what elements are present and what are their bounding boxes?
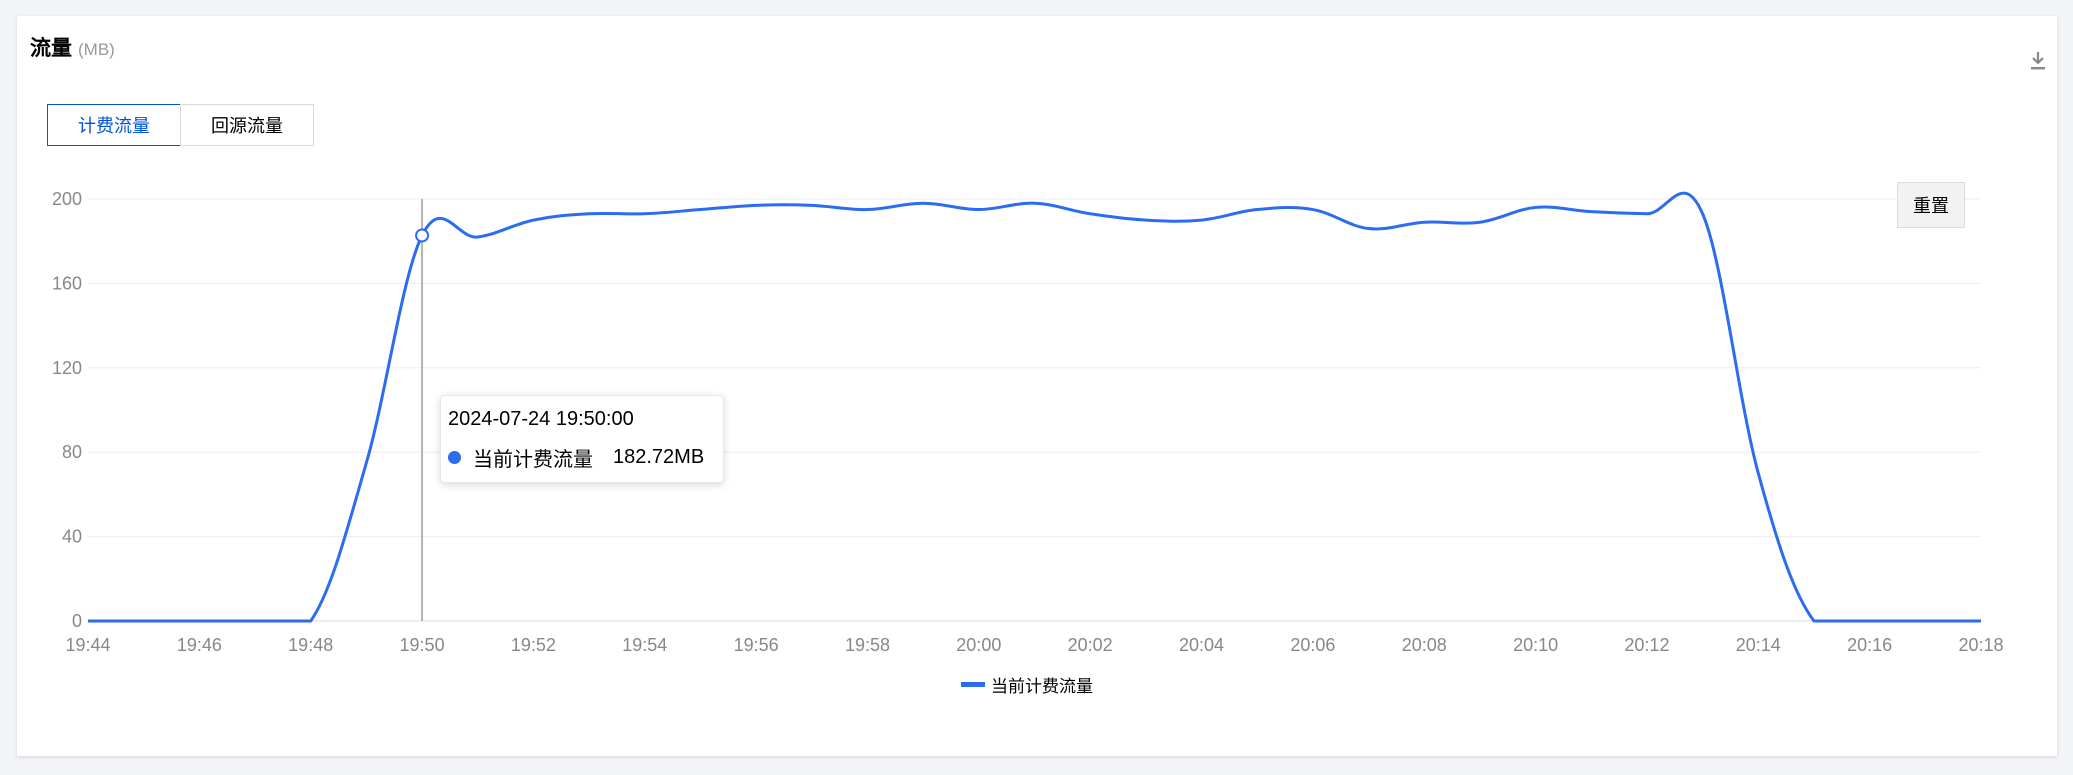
x-tick-label: 20:18	[1958, 635, 2003, 655]
page-title: 流量 (MB)	[30, 32, 115, 62]
y-tick-label: 0	[72, 611, 82, 631]
chart-legend[interactable]: 当前计费流量	[961, 672, 1093, 697]
x-tick-label: 20:08	[1402, 635, 1447, 655]
x-tick-label: 20:00	[956, 635, 1001, 655]
tooltip-series-dot	[448, 451, 461, 464]
traffic-card	[17, 16, 2057, 756]
y-tick-label: 200	[52, 189, 82, 209]
x-tick-label: 19:50	[400, 635, 445, 655]
x-tick-label: 19:48	[288, 635, 333, 655]
x-tick-label: 20:10	[1513, 635, 1558, 655]
tooltip-row: 当前计费流量 182.72MB	[448, 443, 716, 472]
legend-swatch	[961, 682, 985, 687]
series-line	[88, 191, 1981, 623]
title-unit: (MB)	[78, 40, 115, 59]
x-tick-label: 20:04	[1179, 635, 1224, 655]
tooltip-series-name: 当前计费流量	[473, 449, 593, 471]
tab-group: 计费流量 回源流量	[47, 104, 314, 146]
download-icon[interactable]	[2029, 50, 2047, 72]
x-tick-label: 19:56	[734, 635, 779, 655]
x-tick-label: 19:58	[845, 635, 890, 655]
x-tick-label: 19:46	[177, 635, 222, 655]
y-tick-label: 80	[62, 442, 82, 462]
highlight-point	[415, 228, 430, 243]
reset-zoom-button[interactable]: 重置	[1897, 182, 1965, 228]
x-tick-label: 20:02	[1068, 635, 1113, 655]
chart-tooltip: 2024-07-24 19:50:00 当前计费流量 182.72MB	[440, 395, 724, 483]
y-tick-label: 160	[52, 273, 82, 293]
x-tick-label: 20:16	[1847, 635, 1892, 655]
x-tick-label: 20:06	[1290, 635, 1335, 655]
x-tick-label: 19:52	[511, 635, 556, 655]
title-text: 流量	[30, 37, 72, 60]
tab-origin-traffic[interactable]: 回源流量	[180, 104, 314, 146]
x-tick-label: 20:14	[1736, 635, 1781, 655]
tooltip-value: 182.72MB	[613, 446, 705, 468]
y-tick-label: 40	[62, 527, 82, 547]
y-tick-label: 120	[52, 358, 82, 378]
legend-label: 当前计费流量	[991, 677, 1093, 696]
x-tick-label: 20:12	[1624, 635, 1669, 655]
x-tick-label: 19:44	[65, 635, 110, 655]
x-tick-label: 19:54	[622, 635, 667, 655]
tab-billing-traffic[interactable]: 计费流量	[47, 104, 181, 146]
tooltip-time: 2024-07-24 19:50:00	[448, 408, 634, 430]
